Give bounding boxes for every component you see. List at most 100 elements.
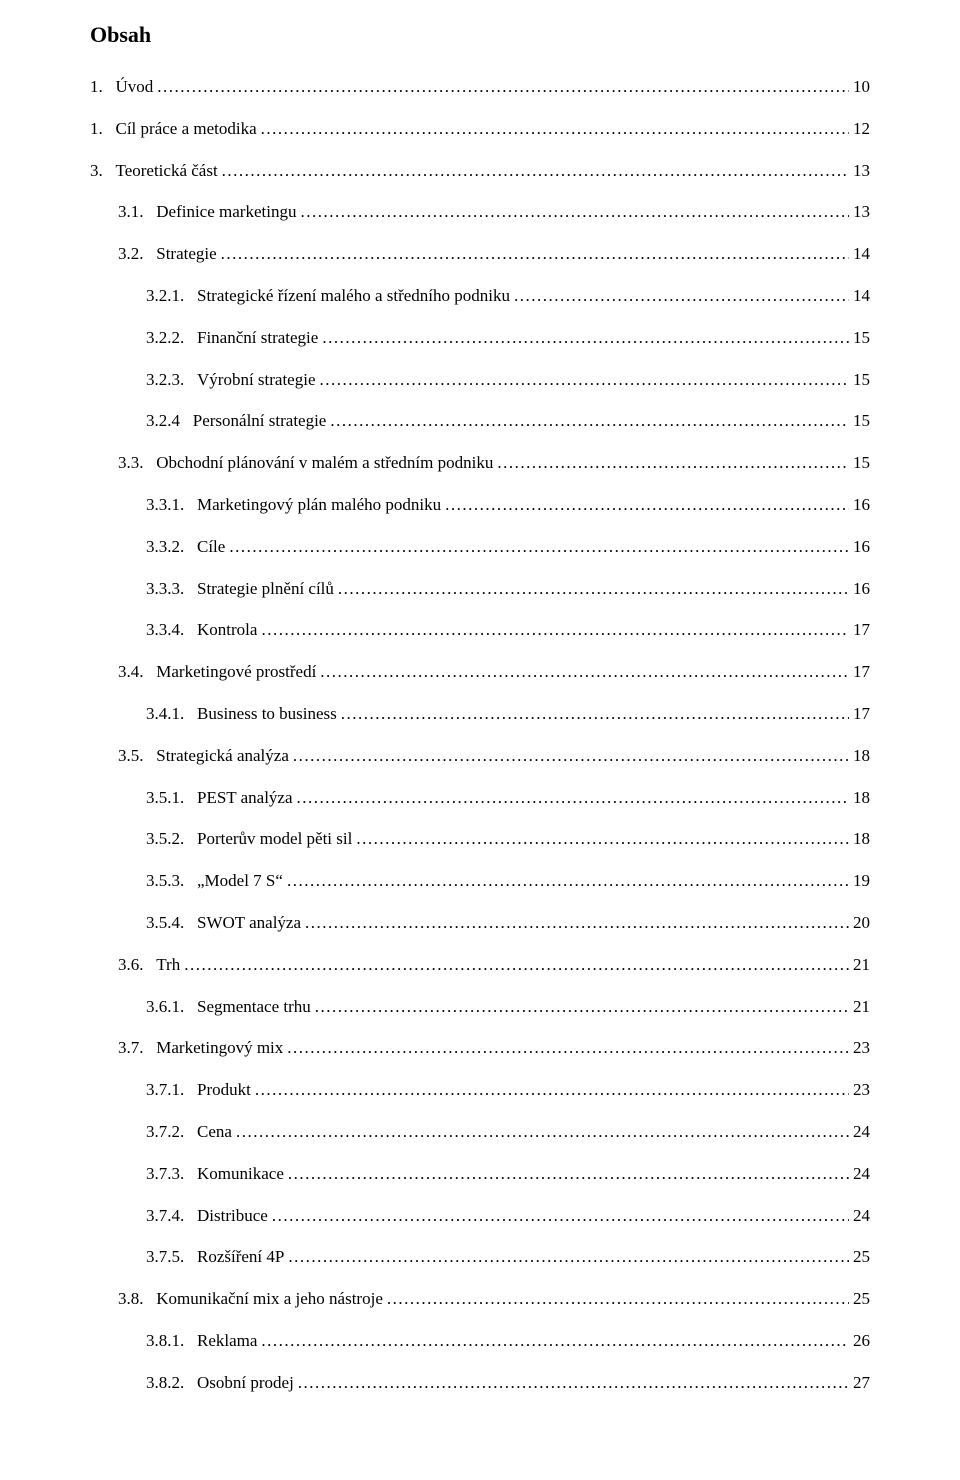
toc-dots: [288, 1161, 849, 1187]
toc-dots: [305, 910, 849, 936]
toc-row: 3.4. Marketingové prostředí17: [90, 659, 870, 685]
toc-row: 3.5.2. Porterův model pěti sil18: [90, 826, 870, 852]
toc-entry-page: 18: [853, 785, 870, 811]
toc-entry-page: 27: [853, 1370, 870, 1396]
toc-row: 3.2.3. Výrobní strategie15: [90, 367, 870, 393]
toc-entry-number: 3.6.: [118, 955, 144, 974]
toc-dots: [287, 868, 849, 894]
toc-dots: [157, 74, 849, 100]
toc-entry-text: Reklama: [197, 1331, 257, 1350]
toc-entry-label: 3.2.3. Výrobní strategie: [146, 367, 316, 393]
toc-entry-page: 14: [853, 283, 870, 309]
toc-entry-text: Strategické řízení malého a středního po…: [197, 286, 510, 305]
toc-row: 3.2.1. Strategické řízení malého a střed…: [90, 283, 870, 309]
toc-row: 3.7.5. Rozšíření 4P25: [90, 1244, 870, 1270]
toc-entry-label: 3.7.2. Cena: [146, 1119, 232, 1145]
toc-entry-number: 3.6.1.: [146, 997, 184, 1016]
page-title: Obsah: [90, 22, 870, 48]
toc-entry-label: 3.2.2. Finanční strategie: [146, 325, 318, 351]
toc-entry-label: 3.7.5. Rozšíření 4P: [146, 1244, 284, 1270]
toc-entry-page: 16: [853, 492, 870, 518]
toc-entry-number: 3.8.1.: [146, 1331, 184, 1350]
toc-entry-text: Finanční strategie: [197, 328, 318, 347]
toc-entry-number: 3.7.1.: [146, 1080, 184, 1099]
toc-entry-label: 3.2.1. Strategické řízení malého a střed…: [146, 283, 510, 309]
toc-entry-number: 3.2.1.: [146, 286, 184, 305]
toc-entry-label: 3.3.2. Cíle: [146, 534, 225, 560]
toc-row: 1. Cíl práce a metodika12: [90, 116, 870, 142]
toc-entry-text: Strategie: [156, 244, 216, 263]
toc-dots: [514, 283, 849, 309]
toc-row: 3.3. Obchodní plánování v malém a středn…: [90, 450, 870, 476]
toc-entry-text: Trh: [156, 955, 180, 974]
toc-entry-text: „Model 7 S“: [197, 871, 283, 890]
toc-entry-label: 3.2.4 Personální strategie: [146, 408, 326, 434]
toc-row: 3.7.2. Cena24: [90, 1119, 870, 1145]
toc-entry-number: 3.3.1.: [146, 495, 184, 514]
toc-entry-label: 3. Teoretická část: [90, 158, 218, 184]
toc-entry-text: PEST analýza: [197, 788, 293, 807]
toc-row: 3. Teoretická část 13: [90, 158, 870, 184]
toc-entry-text: Obchodní plánování v malém a středním po…: [156, 453, 493, 472]
toc-entry-label: 3.3.1. Marketingový plán malého podniku: [146, 492, 441, 518]
toc-entry-number: 3.4.: [118, 662, 144, 681]
toc-dots: [222, 158, 849, 184]
toc-row: 3.3.4. Kontrola17: [90, 617, 870, 643]
toc-entry-text: Cíl práce a metodika: [116, 119, 257, 138]
toc-entry-text: Cena: [197, 1122, 232, 1141]
toc-entry-page: 16: [853, 576, 870, 602]
toc-row: 3.6. Trh21: [90, 952, 870, 978]
toc-entry-label: 1. Úvod: [90, 74, 153, 100]
toc-entry-text: Marketingový plán malého podniku: [197, 495, 441, 514]
toc-dots: [288, 1244, 849, 1270]
toc-entry-page: 24: [853, 1161, 870, 1187]
toc-entry-number: 3.3.3.: [146, 579, 184, 598]
toc-entry-label: 3.4.1. Business to business: [146, 701, 337, 727]
toc-entry-text: Kontrola: [197, 620, 257, 639]
toc-entry-text: Komunikační mix a jeho nástroje: [156, 1289, 383, 1308]
toc-entry-page: 21: [853, 994, 870, 1020]
toc-entry-label: 3.8. Komunikační mix a jeho nástroje: [118, 1286, 383, 1312]
toc-entry-number: 3.5.2.: [146, 829, 184, 848]
toc-entry-number: 3.2.: [118, 244, 144, 263]
toc-entry-text: Distribuce: [197, 1206, 268, 1225]
toc-entry-page: 16: [853, 534, 870, 560]
toc-entry-text: SWOT analýza: [197, 913, 301, 932]
toc-entry-label: 3.7. Marketingový mix: [118, 1035, 283, 1061]
toc-entry-number: 1.: [90, 77, 103, 96]
toc-dots: [184, 952, 849, 978]
toc-dots: [356, 826, 849, 852]
toc-entry-label: 3.5.4. SWOT analýza: [146, 910, 301, 936]
toc-entry-label: 3.1. Definice marketingu: [118, 199, 296, 225]
toc-entry-number: 3.5.3.: [146, 871, 184, 890]
toc-entry-page: 15: [853, 450, 870, 476]
toc-dots: [229, 534, 849, 560]
toc-row: 3.1. Definice marketingu13: [90, 199, 870, 225]
toc-entry-page: 10: [853, 74, 870, 100]
toc-dots: [221, 241, 849, 267]
toc-dots: [322, 325, 849, 351]
toc-row: 3.3.2. Cíle 16: [90, 534, 870, 560]
toc-dots: [287, 1035, 849, 1061]
toc-entry-text: Cíle: [197, 537, 225, 556]
toc-row: 3.3.3. Strategie plnění cílů16: [90, 576, 870, 602]
toc-entry-label: 3.6. Trh: [118, 952, 180, 978]
toc-entry-number: 3.3.4.: [146, 620, 184, 639]
toc-entry-page: 13: [853, 158, 870, 184]
toc-row: 3.6.1. Segmentace trhu21: [90, 994, 870, 1020]
toc-row: 3.7.4. Distribuce24: [90, 1203, 870, 1229]
toc-dots: [320, 367, 850, 393]
toc-entry-page: 18: [853, 743, 870, 769]
toc-entry-page: 26: [853, 1328, 870, 1354]
toc-entry-number: 3.7.5.: [146, 1247, 184, 1266]
toc-dots: [293, 743, 849, 769]
toc-entry-number: 1.: [90, 119, 103, 138]
toc-entry-text: Výrobní strategie: [197, 370, 316, 389]
toc-row: 3.5. Strategická analýza18: [90, 743, 870, 769]
toc-dots: [261, 617, 849, 643]
toc-entry-text: Porterův model pěti sil: [197, 829, 352, 848]
toc-dots: [261, 116, 849, 142]
toc-entry-text: Definice marketingu: [156, 202, 296, 221]
toc-dots: [261, 1328, 849, 1354]
toc-row: 3.3.1. Marketingový plán malého podniku 1…: [90, 492, 870, 518]
